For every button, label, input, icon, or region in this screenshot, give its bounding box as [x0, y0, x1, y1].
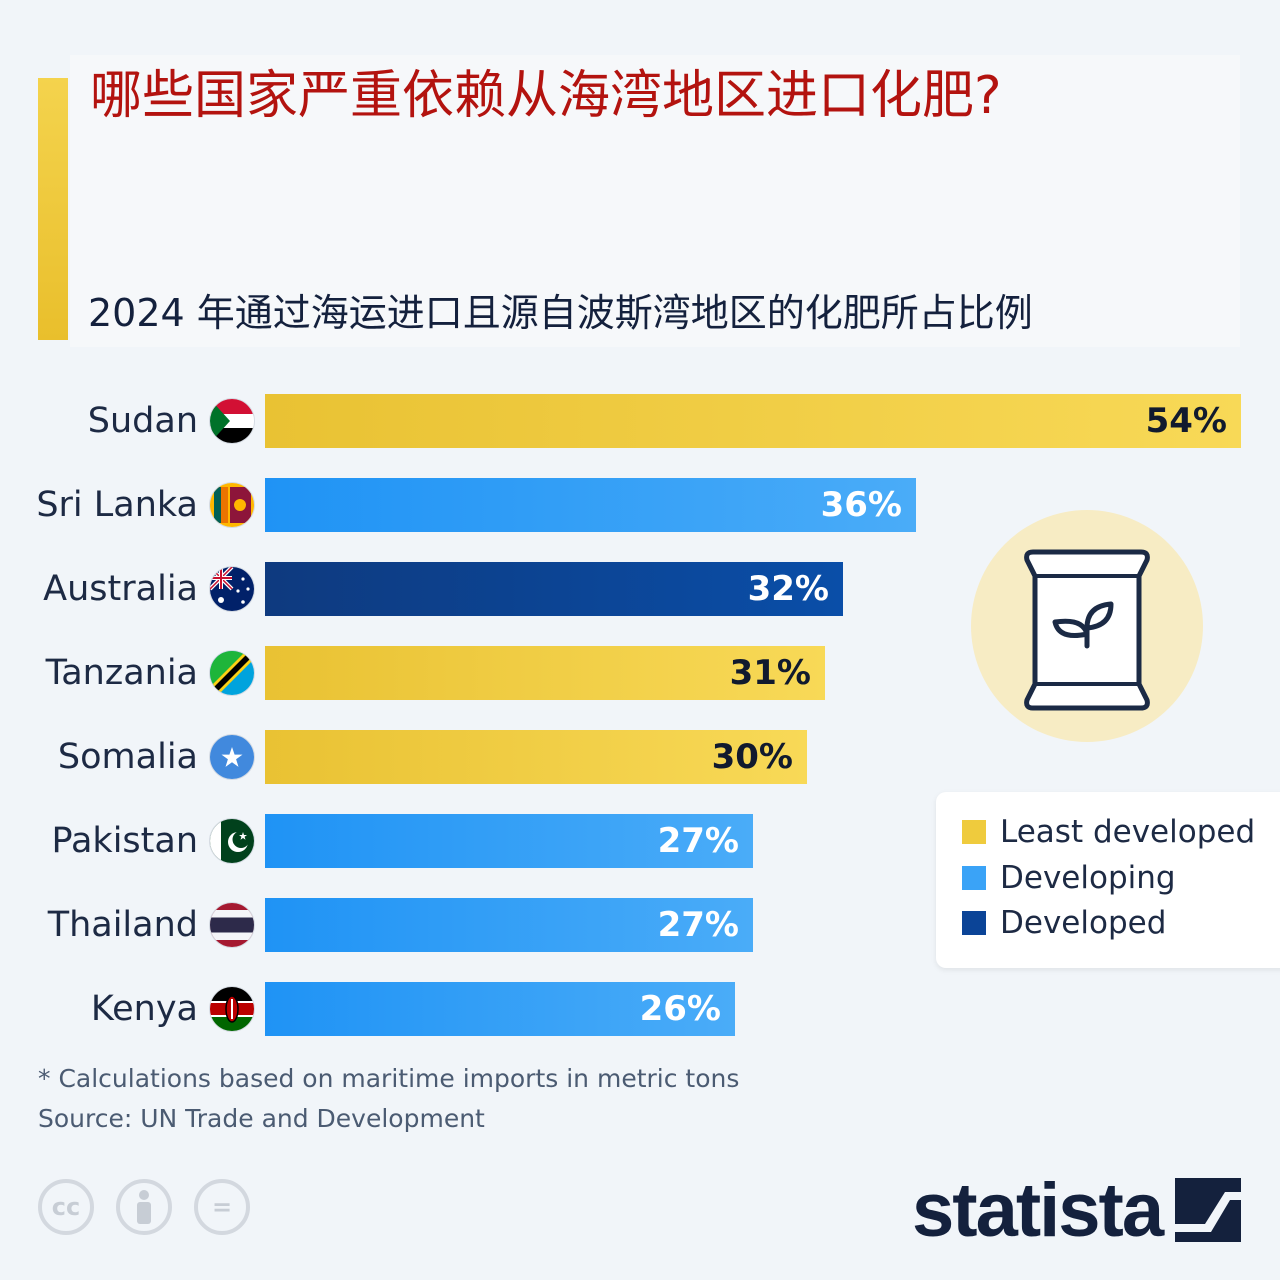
thailand-flag-icon	[210, 903, 254, 947]
bar: 36%	[265, 478, 916, 532]
no-derivatives-icon[interactable]: =	[194, 1179, 250, 1235]
statista-logo[interactable]: statista	[912, 1168, 1164, 1253]
statista-logo-mark-icon	[1175, 1178, 1241, 1242]
category-label: Sri Lanka	[36, 485, 198, 525]
category-label: Somalia	[57, 737, 198, 777]
bar: 27%	[265, 814, 753, 868]
somalia-flag-icon	[210, 735, 254, 779]
tanzania-flag-icon	[210, 651, 254, 695]
legend: Least developed Developing Developed	[936, 792, 1280, 968]
bar: 32%	[265, 562, 843, 616]
bar: 54%	[265, 394, 1241, 448]
bar-value-label: 36%	[820, 485, 902, 525]
bar-value-label: 27%	[657, 821, 739, 861]
category-label: Kenya	[90, 989, 198, 1029]
bar: 31%	[265, 646, 825, 700]
legend-swatch-developed	[962, 911, 986, 935]
bar-value-label: 54%	[1145, 401, 1227, 441]
australia-flag-icon	[210, 567, 254, 611]
chart-title: 哪些国家严重依赖从海湾地区进口化肥?	[90, 66, 1002, 126]
bar: 26%	[265, 982, 735, 1036]
bar: 30%	[265, 730, 807, 784]
bar: 27%	[265, 898, 753, 952]
header-panel	[70, 55, 1240, 347]
pakistan-flag-icon	[210, 819, 254, 863]
category-label: Australia	[43, 569, 198, 609]
bar-value-label: 27%	[657, 905, 739, 945]
legend-swatch-developing	[962, 866, 986, 890]
bar-value-label: 31%	[729, 653, 811, 693]
chart-subtitle: 2024 年通过海运进口且源自波斯湾地区的化肥所占比例	[88, 291, 1033, 335]
bar-value-label: 32%	[747, 569, 829, 609]
legend-swatch-least-developed	[962, 820, 986, 844]
legend-label: Developing	[1000, 860, 1176, 896]
category-label: Sudan	[87, 401, 198, 441]
source-note: Source: UN Trade and Development	[38, 1104, 485, 1133]
category-label: Pakistan	[51, 821, 198, 861]
bar-value-label: 30%	[711, 737, 793, 777]
legend-label: Developed	[1000, 905, 1167, 941]
bar-value-label: 26%	[639, 989, 721, 1029]
title-accent-bar	[38, 78, 68, 340]
cc-license-icon[interactable]: cc	[38, 1179, 94, 1235]
kenya-flag-icon	[210, 987, 254, 1031]
category-label: Thailand	[47, 905, 198, 945]
footnote: * Calculations based on maritime imports…	[38, 1064, 740, 1093]
sri-lanka-flag-icon	[210, 483, 254, 527]
attribution-icon[interactable]	[116, 1179, 172, 1235]
sudan-flag-icon	[210, 399, 254, 443]
legend-label: Least developed	[1000, 814, 1256, 850]
fertilizer-bag-icon	[971, 510, 1203, 742]
category-label: Tanzania	[45, 653, 198, 693]
